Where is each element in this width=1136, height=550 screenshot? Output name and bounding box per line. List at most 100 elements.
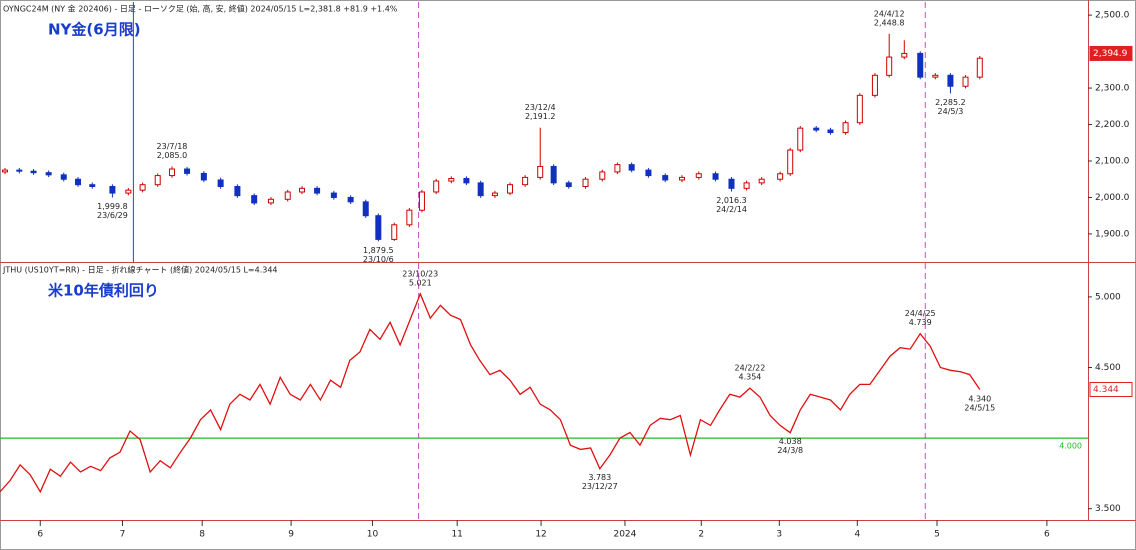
last-value-label: 2,394.9 — [1093, 49, 1128, 59]
annotation-date: 24/5/15 — [964, 404, 995, 413]
candle-body — [842, 122, 849, 134]
candle-body — [599, 171, 606, 180]
x-tick-label: 10 — [367, 530, 379, 540]
x-tick-label: 11 — [451, 530, 462, 540]
candle-body — [565, 182, 572, 188]
candle-body — [743, 182, 750, 189]
y-tick-label: 3.500 — [1095, 504, 1121, 514]
last-value-tag — [1089, 382, 1133, 398]
candle-body — [628, 164, 635, 171]
candle-body — [314, 187, 321, 194]
candle-body — [75, 178, 82, 186]
candle-body — [109, 186, 116, 194]
candle-body — [522, 176, 529, 186]
y-tick-label: 2,100.0 — [1095, 156, 1130, 166]
candle-body — [362, 201, 369, 217]
x-tick-label: 9 — [288, 530, 294, 540]
candle-body — [614, 164, 621, 173]
x-tick-label: 12 — [535, 530, 546, 540]
annotation-date: 24/2/22 — [735, 364, 766, 373]
y-tick-label: 2,200.0 — [1095, 120, 1130, 130]
reference-label: 4.000 — [1059, 442, 1082, 451]
candle-body — [448, 177, 455, 182]
x-tick-label: 6 — [37, 530, 43, 540]
candle-body — [418, 191, 425, 211]
candle-body — [60, 174, 67, 180]
candle-body — [267, 198, 274, 204]
candle-body — [917, 52, 924, 78]
panel-title: NY金(6月限) — [48, 21, 141, 39]
y-tick-label: 2,000.0 — [1095, 193, 1130, 203]
annotation-value: 5.021 — [409, 278, 432, 287]
candle-body — [184, 168, 191, 174]
candle-body — [375, 215, 382, 240]
candle-body — [712, 173, 719, 180]
candle-body — [797, 127, 804, 151]
candle-body — [234, 186, 241, 197]
candle-body — [695, 173, 702, 178]
candle-body — [406, 209, 413, 226]
x-tick-label: 2024 — [613, 530, 636, 540]
x-tick-label: 6 — [1044, 530, 1050, 540]
candle-body — [477, 182, 484, 197]
annotation-date: 23/7/18 — [157, 142, 188, 151]
annotation-date: 24/2/14 — [716, 205, 747, 214]
candle-body — [758, 178, 765, 184]
annotation-date: 23/10/6 — [363, 255, 394, 264]
annotation-value: 3.783 — [588, 473, 611, 482]
annotation-value: 4.739 — [909, 318, 932, 327]
x-tick-label: 7 — [120, 530, 126, 540]
candle-body — [886, 56, 893, 76]
candle-body — [251, 195, 258, 204]
last-value-tag — [1089, 45, 1133, 61]
yield-line — [0, 292, 981, 494]
annotation-value: 2,191.2 — [525, 112, 556, 121]
panel-title: 米10年債利回り — [48, 282, 159, 300]
candle-body — [728, 178, 735, 189]
candle-body — [89, 184, 96, 188]
candle-body — [284, 191, 291, 200]
x-tick-label: 3 — [776, 530, 782, 540]
candle-body — [168, 168, 175, 177]
y-tick-label: 2,500.0 — [1095, 11, 1130, 21]
candle-body — [813, 127, 820, 131]
candle-body — [777, 173, 784, 180]
candle-body — [871, 74, 878, 96]
annotation-value: 4.340 — [968, 395, 991, 404]
candle-body — [901, 52, 908, 58]
annotation-date: 24/3/8 — [777, 446, 803, 455]
x-tick-label: 5 — [934, 530, 940, 540]
candle-body — [932, 74, 939, 78]
annotation-date: 23/12/27 — [582, 482, 618, 491]
candle-body — [678, 176, 685, 181]
candle-body — [550, 165, 557, 184]
y-tick-label: 1,900.0 — [1095, 229, 1130, 239]
candle-body — [827, 129, 834, 134]
candle-body — [391, 224, 398, 240]
candle-body — [537, 165, 544, 178]
annotation-date: 24/4/25 — [905, 309, 936, 318]
candle-body — [139, 184, 146, 191]
candle-body — [154, 175, 161, 186]
annotation-value: 4.354 — [738, 373, 761, 382]
candle-body — [125, 189, 132, 194]
x-tick-label: 8 — [199, 530, 205, 540]
candle-body — [463, 177, 470, 184]
candle-body — [45, 172, 52, 176]
x-tick-label: 2 — [698, 530, 704, 540]
candle-body — [645, 169, 652, 177]
annotation-value: 4.038 — [779, 437, 802, 446]
candle-body — [947, 74, 954, 87]
y-tick-label: 2,300.0 — [1095, 84, 1130, 94]
candle-body — [330, 192, 337, 198]
candle-body — [217, 179, 224, 188]
annotation-value: 2,085.0 — [157, 151, 188, 160]
last-value-label: 4.344 — [1093, 385, 1119, 395]
candle-body — [856, 94, 863, 124]
annotation-value: 1,879.5 — [363, 246, 394, 255]
candle-body — [16, 169, 23, 172]
annotation-date: 23/12/4 — [525, 103, 556, 112]
candle-body — [433, 180, 440, 193]
